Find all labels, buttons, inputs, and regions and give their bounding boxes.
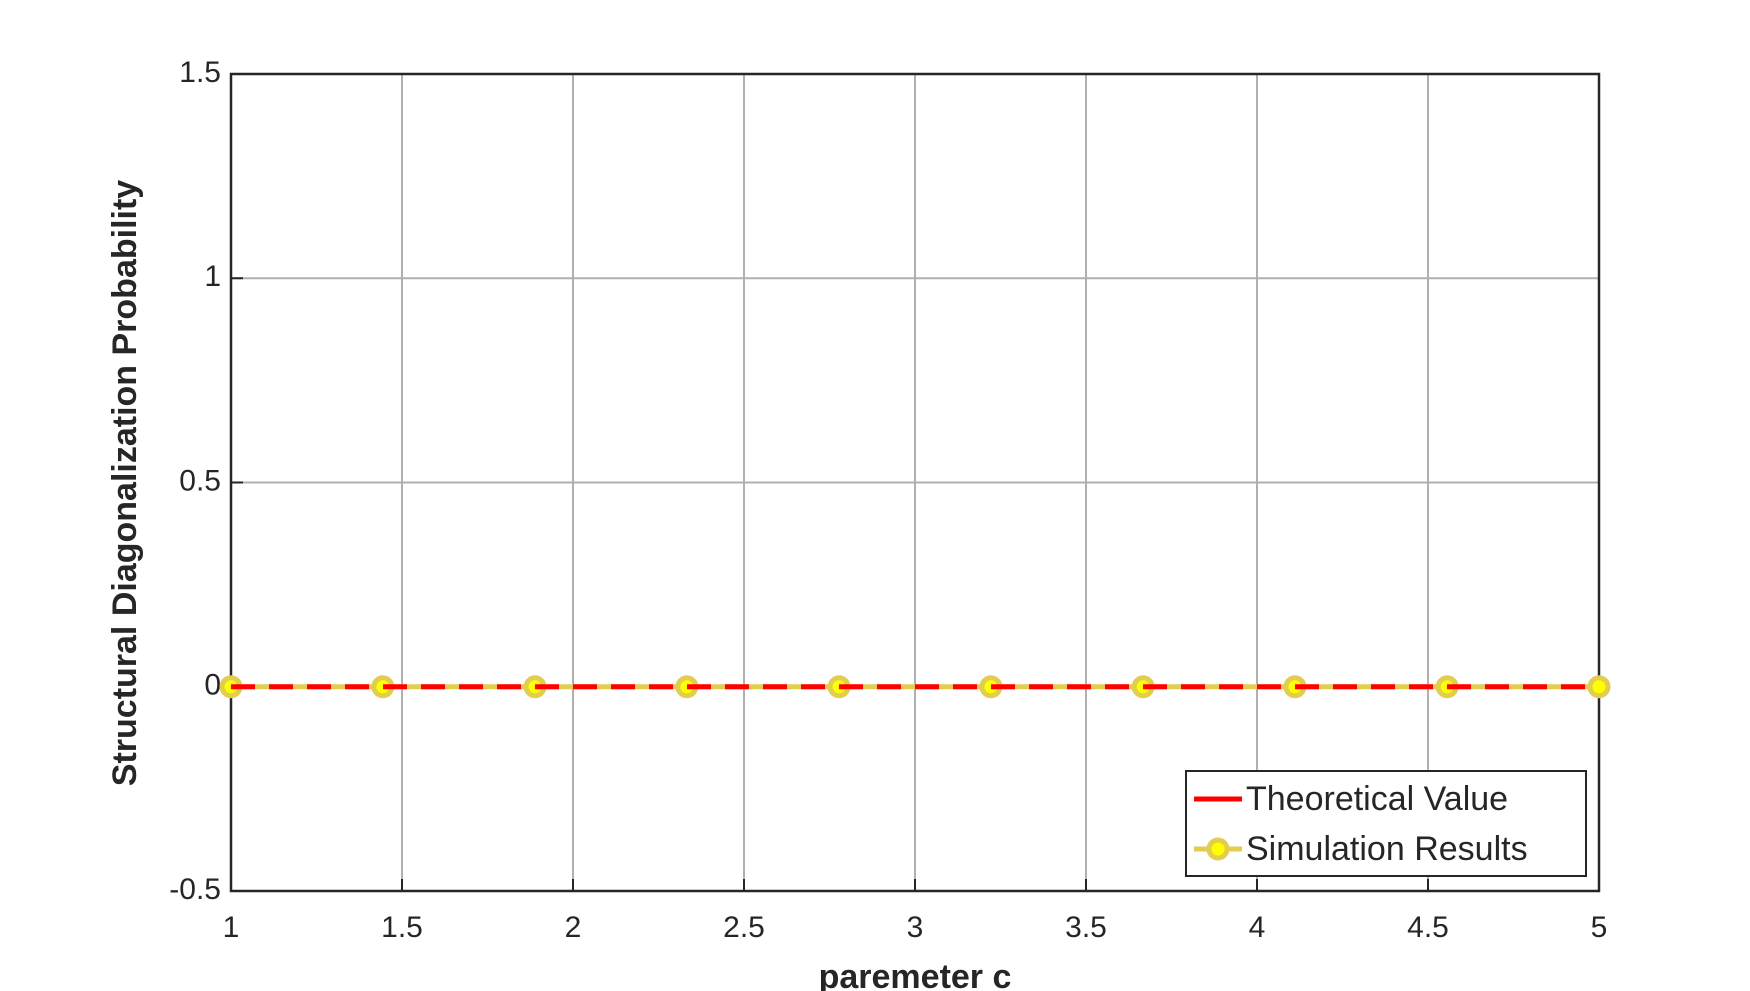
- y-tick-label: 1: [204, 260, 221, 293]
- x-tick-label: 4.5: [1407, 911, 1449, 944]
- y-tick-label: 0: [204, 669, 221, 702]
- x-tick-label: 2.5: [723, 911, 765, 944]
- x-tick-label: 5: [1591, 911, 1608, 944]
- x-tick-label: 2: [565, 911, 582, 944]
- legend-label: Simulation Results: [1246, 830, 1528, 868]
- legend: Theoretical Value Simulation Results: [1185, 770, 1587, 877]
- x-tick-label: 3: [907, 911, 924, 944]
- y-tick-label: 1.5: [179, 56, 221, 89]
- x-axis-title: paremeter c: [819, 958, 1012, 991]
- y-axis-title: Structural Diagonalization Probability: [106, 180, 144, 786]
- data-point: [1587, 675, 1611, 699]
- x-tick-label: 1.5: [381, 911, 423, 944]
- legend-box: [1185, 770, 1587, 877]
- plot-frame: [229, 72, 1601, 893]
- x-tick-label: 3.5: [1065, 911, 1107, 944]
- y-tick-label: -0.5: [169, 873, 221, 906]
- legend-label: Theoretical Value: [1246, 780, 1508, 818]
- legend-marker: [1206, 837, 1230, 861]
- x-tick-label: 4: [1249, 911, 1266, 944]
- x-tick-label: 1: [223, 911, 240, 944]
- y-tick-label: 0.5: [179, 464, 221, 497]
